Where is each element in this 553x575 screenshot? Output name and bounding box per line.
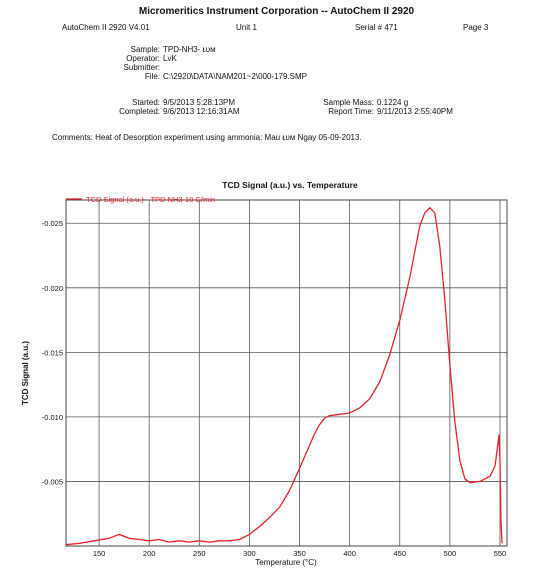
x-tick-label-500: 500 (444, 549, 457, 558)
started-value: 9/5/2013 5:28:13PM (163, 98, 236, 107)
report-time-label: Report Time: (328, 107, 374, 116)
serial-number: Serial # 471 (355, 23, 398, 32)
submitter-label: Submitter: (123, 63, 160, 72)
completed-label: Completed: (119, 107, 160, 116)
sample-mass-value: 0.1224 g (377, 98, 409, 107)
report-time-value: 9/11/2013 2:55:40PM (377, 107, 453, 116)
x-axis-label: Temperature (°C) (255, 558, 317, 567)
unit-label: Unit 1 (236, 23, 257, 32)
sample-label: Sample: (130, 45, 160, 54)
y-axis-label: TCD Signal (a.u.) (21, 341, 30, 405)
started-label: Started: (131, 98, 160, 107)
instrument-version: AutoChem II 2920 V4.01 (62, 23, 150, 32)
y-tick-label--0.015: -0.015 (42, 348, 63, 357)
operator-value: LvK (163, 54, 177, 63)
x-tick-label-300: 300 (243, 549, 256, 558)
sample-mass-label: Sample Mass: (323, 98, 374, 107)
y-tick-labels: -0.025 -0.020 -0.015 -0.010 -0.005 (42, 219, 63, 486)
x-tick-label-200: 200 (143, 549, 156, 558)
page-number: Page 3 (463, 23, 489, 32)
x-tick-labels: 150 200 250 300 350 400 450 500 550 (93, 549, 506, 558)
y-gridlines (66, 222, 507, 482)
completed-value: 9/6/2013 12:16:31AM (163, 107, 240, 116)
series-line-tcd-signal (65, 207, 503, 546)
report-title: Micromeritics Instrument Corporation -- … (138, 6, 415, 17)
x-tick-label-250: 250 (193, 549, 206, 558)
sample-value: TPD-NH3- ᴌᴜᴍ (163, 45, 216, 54)
plot-area (65, 199, 508, 547)
x-tick-label-450: 450 (393, 549, 406, 558)
x-tick-label-550: 550 (494, 549, 507, 558)
x-tick-label-150: 150 (93, 549, 106, 558)
legend: TCD Signal (a.u.) - TPD NH3-10 C/min (66, 195, 215, 204)
operator-label: Operator: (126, 54, 160, 63)
file-value: C:\2920\DATA\NAM201~2\000-179.SMP (163, 72, 307, 81)
y-tick-label--0.020: -0.020 (42, 284, 63, 293)
legend-entry: TCD Signal (a.u.) - TPD NH3-10 C/min (86, 195, 215, 204)
y-tick-label--0.005: -0.005 (42, 477, 63, 486)
chart-title: TCD Signal (a.u.) vs. Temperature (222, 180, 358, 190)
x-tick-label-400: 400 (343, 549, 356, 558)
file-label: File: (144, 72, 160, 81)
comments: Comments: Heat of Desorption experiment … (52, 133, 362, 142)
x-tick-label-350: 350 (293, 549, 306, 558)
y-tick-label--0.010: -0.010 (42, 413, 63, 422)
y-tick-label--0.025: -0.025 (42, 219, 63, 228)
